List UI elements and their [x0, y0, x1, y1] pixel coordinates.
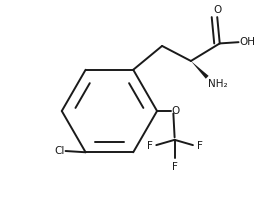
Text: O: O: [213, 5, 221, 15]
Text: OH: OH: [239, 37, 255, 47]
Text: F: F: [147, 141, 153, 151]
Text: Cl: Cl: [55, 146, 65, 156]
Text: F: F: [172, 162, 178, 172]
Text: O: O: [172, 105, 180, 115]
Text: NH₂: NH₂: [209, 79, 228, 89]
Text: F: F: [197, 141, 202, 151]
Polygon shape: [191, 61, 209, 79]
